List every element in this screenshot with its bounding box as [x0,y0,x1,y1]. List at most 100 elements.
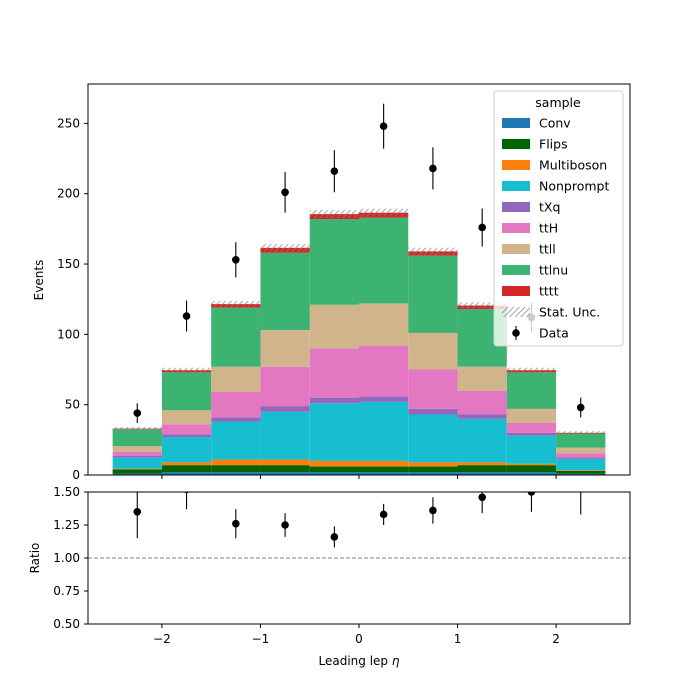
stat-unc-band-4 [309,210,359,219]
top-ytick-label: 50 [65,398,80,412]
bar-tth-9 [556,453,606,458]
bar-tth-8 [506,422,557,433]
series-ttlnu [112,217,606,448]
ratio-point-5 [379,503,388,525]
legend-swatch [502,307,530,317]
bar-conv-1 [161,472,212,475]
xtick-label: −1 [252,632,270,646]
bar-ttll-6 [408,332,458,370]
legend-label: tttt [539,284,559,299]
legend-label: ttH [539,221,558,236]
bar-ttlnu-8 [506,372,557,409]
stat-unc-band-1 [161,367,212,373]
bar-flips-6 [408,466,458,473]
legend-label: tXq [539,200,560,215]
bar-conv-0 [112,473,162,475]
bar-ttll-1 [161,410,212,425]
legend-label: ttll [539,242,556,257]
top-ytick-label: 200 [57,187,80,201]
legend-item-ttlnu: ttlnu [502,263,568,278]
stat-unc-band-8 [506,367,557,373]
top-ytick-label: 150 [57,257,80,271]
legend-label: Nonprompt [539,179,609,194]
ratio-point-7 [478,492,486,514]
data-point-7 [478,208,486,247]
bar-conv-2 [211,472,261,475]
bar-flips-5 [359,466,409,473]
legend-swatch [502,223,530,233]
stat-unc-band-5 [359,208,409,217]
series-flips [112,465,606,474]
bar-multiboson-2 [211,459,261,466]
legend-marker [512,329,520,337]
legend-item-nonprompt: Nonprompt [502,179,609,194]
ratio-point-0 [133,492,142,539]
bar-tth-0 [112,451,162,457]
ratio-ytick-label: 0.75 [53,584,80,598]
bar-conv-6 [408,472,458,475]
bar-tth-6 [408,369,458,409]
legend-item-data: Data [512,326,569,341]
bar-ttlnu-0 [112,429,162,447]
data-point-9 [576,397,585,418]
ratio-ytick-label: 0.50 [53,617,80,631]
bar-multiboson-9 [556,470,606,471]
bar-ttlnu-3 [260,252,310,331]
data-point-2 [232,242,240,278]
legend-item-flips: Flips [502,137,568,152]
legend-item-ttll: ttll [502,242,556,257]
legend-swatch [502,286,530,296]
bar-tth-1 [161,424,212,435]
legend-swatch [502,244,530,254]
data-point-3 [281,171,289,213]
ratio-y-axis-label: Ratio [28,543,42,574]
legend-swatch [502,202,530,212]
stat-unc-band-7 [457,302,507,309]
bar-flips-9 [556,470,606,474]
legend-label: Data [539,326,569,341]
top-y-axis-label: Events [32,260,46,301]
series-multiboson [112,459,606,471]
xtick-label: 1 [454,632,462,646]
bar-multiboson-1 [161,462,212,466]
x-axis-label-symbol: η [392,654,400,668]
bar-ttlnu-1 [161,372,212,411]
bar-multiboson-5 [359,460,409,467]
bar-txq-1 [161,434,212,438]
bar-conv-5 [359,472,409,475]
bar-nonprompt-9 [556,458,606,471]
bar-multiboson-3 [260,459,310,466]
bar-nonprompt-0 [112,457,162,469]
series-ttll [112,303,606,454]
x-axis-label-text: Leading lep [319,654,392,668]
legend-item-multiboson: Multiboson [502,158,607,173]
series-nonprompt [112,401,606,471]
bar-multiboson-0 [112,468,162,470]
bar-ttll-5 [359,303,409,346]
legend-label: ttlnu [539,263,568,278]
legend-label: Conv [539,116,571,131]
top-panel: 0 50 100 150 200 250 Events [32,83,631,482]
legend-label: Multiboson [539,158,607,173]
bar-txq-7 [457,414,507,419]
legend-swatch [502,139,530,149]
bar-conv-9 [556,473,606,475]
bar-txq-0 [112,456,162,458]
bar-txq-9 [556,457,606,459]
legend-label: Stat. Unc. [539,305,600,320]
legend-swatch [502,118,530,128]
bar-nonprompt-7 [457,418,507,463]
bar-flips-2 [211,465,261,473]
ratio-ytick-label: 1.25 [53,518,80,532]
ratio-panel: 0.50 0.75 1.00 1.25 1.50 −2 −1 0 1 2 Ratio [28,485,631,646]
top-ytick-label: 0 [72,468,80,482]
legend-item-tth: ttH [502,221,558,236]
bar-flips-0 [112,469,162,474]
bar-multiboson-7 [457,462,507,466]
bar-flips-3 [260,465,310,473]
ratio-point-3 [281,513,289,537]
data-point-6 [429,147,437,190]
bar-ttll-2 [211,366,261,393]
bar-txq-3 [260,406,310,412]
stat-unc-band-9 [556,431,606,435]
